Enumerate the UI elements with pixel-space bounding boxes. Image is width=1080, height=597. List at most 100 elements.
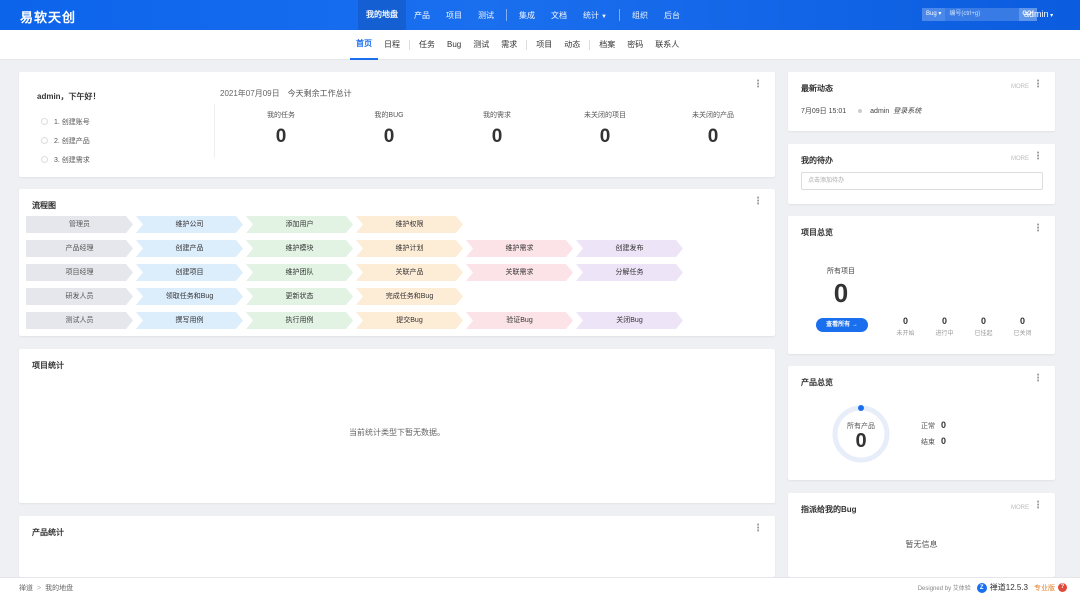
step-item[interactable]: 3. 创建需求 [41, 150, 90, 169]
more-options-icon[interactable]: ⋮ [1033, 223, 1043, 234]
flow-step[interactable]: 维护团队 [246, 264, 353, 281]
status-closed[interactable]: 0 已关闭 [1003, 316, 1042, 337]
flow-step[interactable]: 维护公司 [136, 216, 243, 233]
more-options-icon[interactable]: ⋮ [1033, 500, 1043, 511]
chevron-right-icon: > [37, 585, 42, 592]
product-overview-panel: 产品总览 ⋮ 所有产品 0 正常 0 结束 0 [788, 366, 1055, 480]
more-link[interactable]: MORE [1011, 84, 1029, 90]
breadcrumb-current[interactable]: 我的地盘 [45, 585, 74, 592]
step-item[interactable]: 2. 创建产品 [41, 131, 90, 150]
flow-step[interactable]: 维护计划 [356, 240, 463, 257]
project-overview-panel: 项目总览 ⋮ 所有项目 0 查看所有 → 0 未开始 0 进行中 0 已挂起 0 已关闭 [788, 216, 1055, 354]
normal-label: 正常 [921, 423, 935, 430]
panel-title: 我的待办 [801, 156, 833, 165]
flow-step[interactable]: 关联需求 [466, 264, 573, 281]
nav-doc[interactable]: 文档 [551, 10, 567, 20]
tab-task[interactable]: 任务 [419, 40, 435, 49]
getting-started-steps: 1. 创建账号 2. 创建产品 3. 创建需求 [41, 112, 90, 169]
panel-title: 产品总览 [801, 378, 833, 387]
flow-step[interactable]: 关闭Bug [576, 312, 683, 329]
tab-calendar[interactable]: 日程 [384, 40, 400, 49]
search-input[interactable]: 编号(ctrl+g) [945, 8, 1020, 21]
flow-step[interactable]: 创建产品 [136, 240, 243, 257]
more-options-icon[interactable]: ⋮ [1033, 373, 1043, 384]
add-todo-input[interactable]: 点击添加待办 [801, 172, 1043, 190]
search-go-button[interactable]: GO! [1019, 8, 1037, 21]
more-options-icon[interactable]: ⋮ [753, 523, 763, 534]
more-options-icon[interactable]: ⋮ [1033, 151, 1043, 162]
status-not-started[interactable]: 0 未开始 [886, 316, 925, 337]
tab-test[interactable]: 测试 [473, 40, 490, 49]
flow-step[interactable]: 提交Bug [356, 312, 463, 329]
breadcrumb: 禅道 > 我的地盘 [19, 583, 73, 593]
status-suspended[interactable]: 0 已挂起 [964, 316, 1003, 337]
more-options-icon[interactable]: ⋮ [753, 196, 763, 207]
nav-test[interactable]: 测试 [478, 10, 494, 20]
nav-divider [506, 9, 507, 21]
status-value: 0 [980, 316, 986, 326]
nav-stats-label: 统计 [583, 10, 599, 20]
stat-open-projects[interactable]: 未关闭的项目 0 [551, 110, 659, 148]
flow-step[interactable]: 添加用户 [246, 216, 353, 233]
ring-indicator [858, 405, 864, 411]
stat-my-tasks[interactable]: 我的任务 0 [227, 110, 335, 148]
top-navbar: 易软天创 我的地盘 产品 项目 测试 集成 文档 统计 ▼ 组织 后台 Bug ▾… [0, 0, 1080, 30]
nav-admin[interactable]: 后台 [663, 10, 680, 20]
tab-profile[interactable]: 档案 [599, 40, 616, 49]
tab-password[interactable]: 密码 [627, 40, 644, 49]
nav-product[interactable]: 产品 [414, 10, 430, 20]
flow-step[interactable]: 验证Bug [466, 312, 573, 329]
tab-contacts[interactable]: 联系人 [655, 40, 680, 49]
my-todo-panel: 我的待办 MORE ⋮ 点击添加待办 [788, 144, 1055, 204]
flow-step[interactable]: 维护模块 [246, 240, 353, 257]
user-menu[interactable]: admin ▾ [1024, 9, 1053, 19]
global-search: Bug ▾ 编号(ctrl+g) GO! [922, 8, 1037, 21]
more-options-icon[interactable]: ⋮ [1033, 79, 1043, 90]
flow-step[interactable]: 维护需求 [466, 240, 573, 257]
edition-label[interactable]: 专业版 [1034, 584, 1055, 592]
empty-message: 暂无信息 [905, 540, 938, 549]
all-products-label: 所有产品 [847, 423, 875, 430]
dynamic-time: 7月09日 15:01 [801, 108, 847, 115]
more-options-icon[interactable]: ⋮ [753, 79, 763, 90]
flow-step[interactable]: 完成任务和Bug [356, 288, 463, 305]
flow-row-tester: 测试人员 撰写用例 执行用例 提交Bug 验证Bug 关闭Bug [26, 312, 686, 329]
flow-step[interactable]: 维护权限 [356, 216, 463, 233]
flow-step[interactable]: 创建发布 [576, 240, 683, 257]
help-icon[interactable]: ? [1058, 583, 1067, 592]
nav-my-dashboard[interactable]: 我的地盘 [358, 0, 406, 30]
flow-step[interactable]: 执行用例 [246, 312, 353, 329]
breadcrumb-root[interactable]: 禅道 [19, 585, 33, 592]
stat-my-stories[interactable]: 我的需求 0 [443, 110, 551, 148]
flow-step[interactable]: 分解任务 [576, 264, 683, 281]
stat-open-products[interactable]: 未关闭的产品 0 [659, 110, 767, 148]
more-link[interactable]: MORE [1011, 505, 1029, 511]
nav-org[interactable]: 组织 [631, 10, 648, 20]
search-type-select[interactable]: Bug ▾ [922, 8, 946, 21]
step-label: 1. 创建账号 [54, 118, 90, 126]
step-item[interactable]: 1. 创建账号 [41, 112, 90, 131]
tab-home[interactable]: 首页 [350, 30, 378, 60]
flow-row-developer: 研发人员 领取任务和Bug 更新状态 完成任务和Bug [26, 288, 686, 305]
more-link[interactable]: MORE [1011, 156, 1029, 162]
brand-logo[interactable]: 易软天创 [20, 10, 77, 25]
view-all-projects-button[interactable]: 查看所有 → [816, 318, 868, 332]
nav-project[interactable]: 项目 [446, 10, 462, 20]
nav-integration[interactable]: 集成 [519, 10, 535, 20]
flow-step[interactable]: 更新状态 [246, 288, 353, 305]
tab-story[interactable]: 需求 [501, 40, 518, 49]
tab-bug[interactable]: Bug [447, 40, 462, 49]
tab-project[interactable]: 项目 [536, 40, 553, 49]
divider [214, 104, 215, 158]
status-in-progress[interactable]: 0 进行中 [925, 316, 964, 337]
flow-step[interactable]: 撰写用例 [136, 312, 243, 329]
stat-value: 0 [275, 126, 287, 147]
flow-step[interactable]: 领取任务和Bug [136, 288, 243, 305]
dynamic-entry[interactable]: 7月09日 15:01 admin 登录系统 [801, 106, 921, 116]
version-link[interactable]: 禅道12.5.3 [989, 583, 1028, 592]
tab-dynamic[interactable]: 动态 [564, 40, 581, 49]
flow-step[interactable]: 创建项目 [136, 264, 243, 281]
nav-stats[interactable]: 统计 ▼ [575, 10, 615, 21]
flow-step[interactable]: 关联产品 [356, 264, 463, 281]
stat-my-bugs[interactable]: 我的BUG 0 [335, 110, 443, 148]
